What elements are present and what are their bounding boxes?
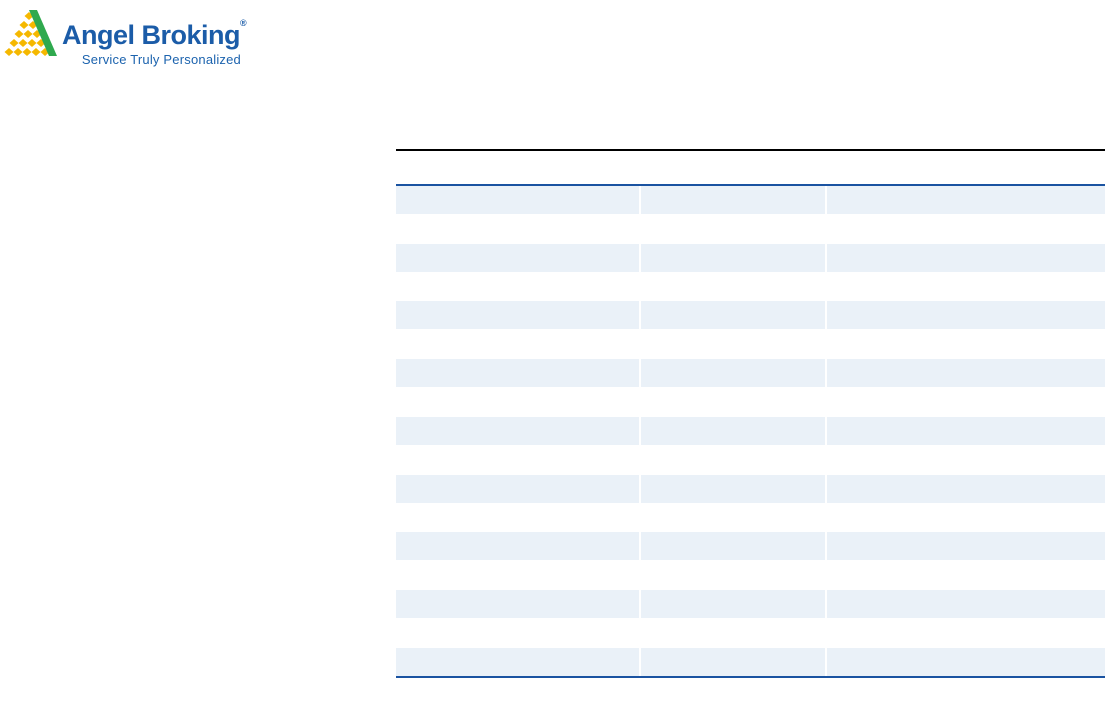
table-row — [396, 532, 1105, 560]
table-cell — [827, 417, 1105, 445]
table-cell — [641, 475, 827, 503]
table-cell — [396, 590, 641, 618]
table-cell — [396, 532, 641, 560]
table-cell — [641, 359, 827, 387]
table-cell — [396, 648, 641, 676]
table-cell — [827, 301, 1105, 329]
brand-tagline: Service Truly Personalized — [81, 52, 241, 67]
table-cell — [396, 244, 641, 272]
brand-name-text: Angel Broking — [62, 20, 241, 50]
table-cell — [827, 359, 1105, 387]
table-row — [396, 590, 1105, 618]
table-cell — [396, 186, 641, 214]
table-cell — [396, 417, 641, 445]
striped-table — [396, 184, 1105, 678]
table-cell — [641, 301, 827, 329]
table-cell — [641, 186, 827, 214]
top-horizontal-rule — [396, 149, 1105, 151]
table-row — [396, 186, 1105, 214]
table-row — [396, 475, 1105, 503]
table-cell — [827, 186, 1105, 214]
table-cell — [641, 417, 827, 445]
table-cell — [827, 648, 1105, 676]
table-cell — [396, 475, 641, 503]
table-cell — [396, 301, 641, 329]
table-row — [396, 648, 1105, 676]
table-cell — [641, 532, 827, 560]
table-cell — [641, 590, 827, 618]
table-cell — [827, 475, 1105, 503]
table-cell — [641, 648, 827, 676]
table-cell — [827, 590, 1105, 618]
angel-broking-pyramid-icon — [4, 10, 57, 56]
table-row — [396, 417, 1105, 445]
table-row — [396, 301, 1105, 329]
table-cell — [396, 359, 641, 387]
table-cell — [827, 244, 1105, 272]
angel-broking-logo: Angel Broking® Service Truly Personalize… — [4, 7, 247, 69]
table-cell — [641, 244, 827, 272]
table-row — [396, 359, 1105, 387]
table-cell — [827, 532, 1105, 560]
brand-name: Angel Broking® — [62, 18, 247, 51]
registered-mark: ® — [240, 18, 247, 28]
table-row — [396, 244, 1105, 272]
